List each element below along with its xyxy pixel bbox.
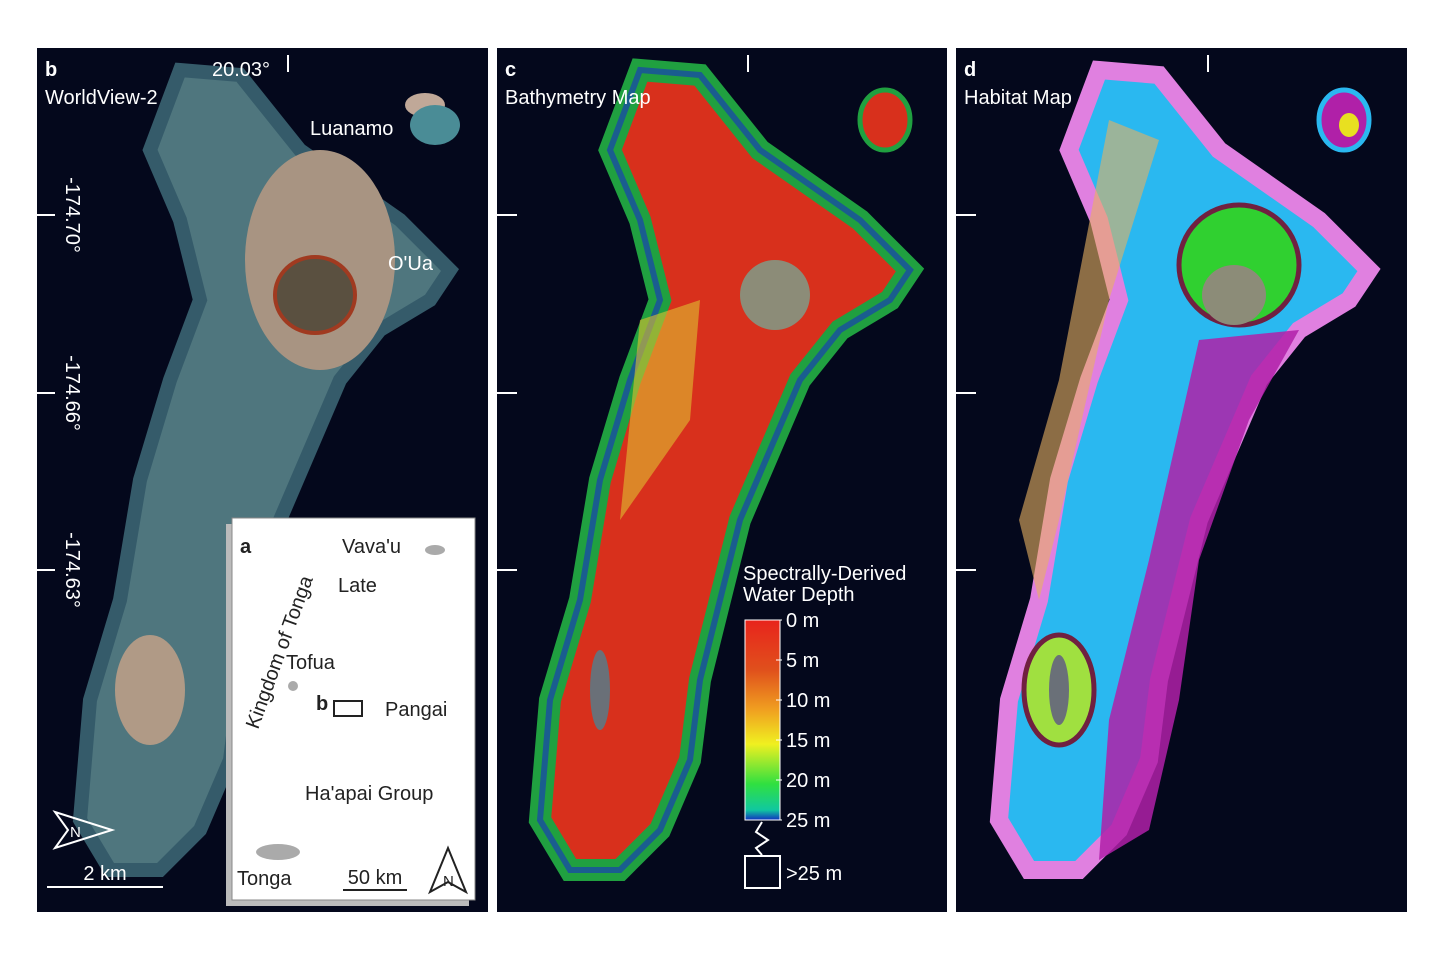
- panel-a: a Kingdom of Tonga Vava'u Late Tofua b P…: [226, 517, 476, 906]
- place-label: Tofua: [286, 652, 336, 674]
- legend-label: >25 m: [786, 863, 842, 885]
- legend-label: 15 m: [786, 730, 830, 752]
- latitude-label: -174.63°: [61, 532, 83, 608]
- legend-label: 10 m: [786, 690, 830, 712]
- panel-title: Habitat Map: [964, 87, 1072, 109]
- panel-letter: a: [240, 536, 252, 558]
- panel-title: Bathymetry Map: [505, 87, 651, 109]
- scale-label: 2 km: [83, 863, 126, 885]
- place-label: Vava'u: [342, 536, 401, 558]
- panel-d: d Habitat Map: [956, 48, 1407, 912]
- legend-label: 25 m: [786, 810, 830, 832]
- place-label: Pangai: [385, 699, 447, 721]
- latitude-label: -174.70°: [61, 177, 83, 253]
- place-label: Late: [338, 575, 377, 597]
- north-arrow: [427, 845, 469, 895]
- island: [425, 545, 445, 555]
- habitat-map: [999, 70, 1369, 870]
- land: [590, 650, 610, 730]
- legend-label: 0 m: [786, 610, 819, 632]
- panel-letter: c: [505, 59, 516, 81]
- land: [740, 260, 810, 330]
- legend-colorbar: [744, 619, 781, 821]
- locator-box: [333, 700, 363, 717]
- north-label: N: [443, 873, 454, 890]
- panel-title: WorldView-2: [45, 87, 158, 109]
- place-label: Tonga: [237, 868, 292, 890]
- inset-bg: [231, 517, 476, 901]
- island: [256, 844, 300, 860]
- legend-labels: 0 m 5 m 10 m 15 m 20 m 25 m: [776, 610, 830, 832]
- legend-title: Water Depth: [743, 584, 855, 606]
- latitude-label: -174.66°: [61, 355, 83, 431]
- legend-title: Spectrally-Derived: [743, 563, 906, 585]
- north-arrow: [52, 810, 116, 850]
- legend-swatch: [744, 855, 781, 889]
- scale-label: 50 km: [348, 867, 402, 889]
- legend-break: [754, 821, 770, 856]
- longitude-label: 20.03°: [212, 59, 270, 81]
- panel-c: c Bathymetry Map Spectrally-Derived Wate…: [497, 48, 947, 912]
- panel-letter: b: [45, 59, 57, 81]
- island: [288, 681, 298, 691]
- panel-letter: d: [964, 59, 976, 81]
- legend-label: 5 m: [786, 650, 819, 672]
- place-label: O'Ua: [388, 253, 434, 275]
- north-label: N: [70, 824, 81, 841]
- island-imagery: [80, 70, 460, 870]
- place-label: Ha'apai Group: [305, 783, 433, 805]
- legend-label: 20 m: [786, 770, 830, 792]
- box-label: b: [316, 693, 328, 715]
- place-label: Luanamo: [310, 118, 393, 140]
